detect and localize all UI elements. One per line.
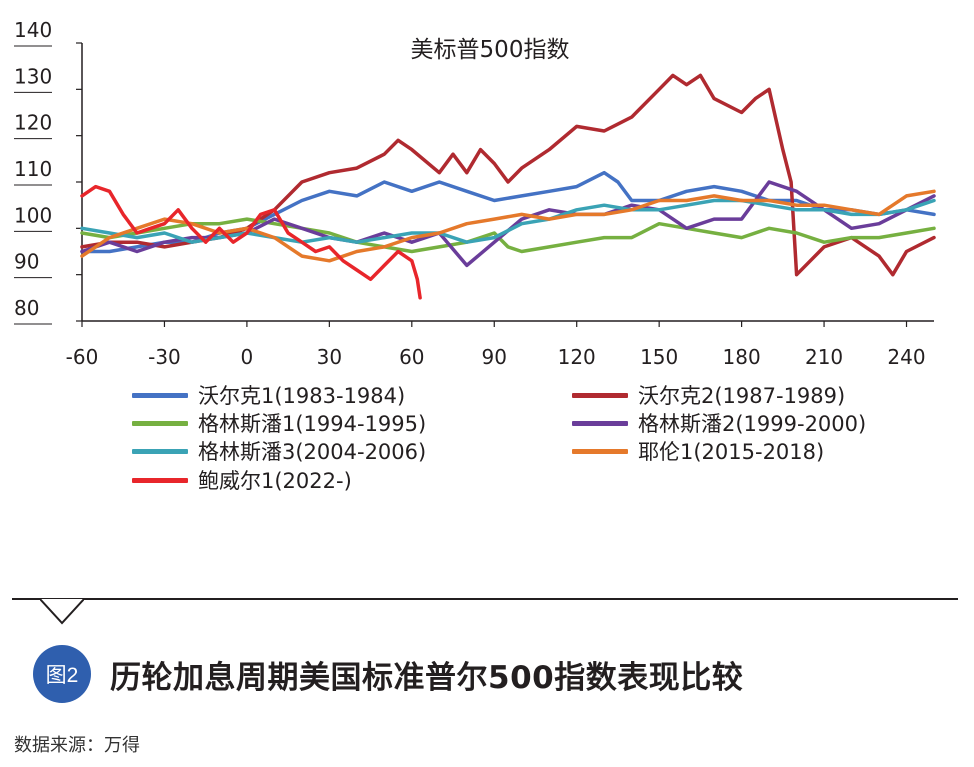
y-tick-label: 120 xyxy=(14,111,52,135)
legend-item: 沃尔克1(1983-1984) xyxy=(132,380,405,410)
series-line-6 xyxy=(80,189,936,263)
x-tick-label: 240 xyxy=(887,345,925,369)
legend-swatch xyxy=(132,448,188,454)
y-tick-label: 110 xyxy=(14,157,52,181)
x-tick-label: 60 xyxy=(399,345,424,369)
legend-item: 沃尔克2(1987-1989) xyxy=(572,380,845,410)
x-tick-label: 150 xyxy=(640,345,678,369)
axes: 80 90 100 110 120 130 140 -60 -30 0 30 60 90 120 150 18… xyxy=(14,18,934,369)
legend-label: 格林斯潘1(1994-1995) xyxy=(198,412,427,436)
y-tick-label: 80 xyxy=(14,296,39,320)
legend-label: 格林斯潘3(2004-2006) xyxy=(198,440,427,464)
series-line-7 xyxy=(80,184,422,300)
legend-item: 鲍威尔1(2022-) xyxy=(132,465,352,495)
legend-item: 耶伦1(2015-2018) xyxy=(572,436,824,466)
legend-label: 沃尔克1(1983-1984) xyxy=(198,384,406,408)
series-line-3 xyxy=(80,217,936,254)
legend-swatch xyxy=(572,392,628,398)
chart: 美标普500指数 80 90 100 110 120 130 140 -60 -30 0 30 60 9… xyxy=(14,18,936,369)
y-tick-label: 90 xyxy=(14,250,39,274)
legend-item: 格林斯潘2(1999-2000) xyxy=(572,408,866,438)
y-tick-label: 100 xyxy=(14,203,52,227)
series-line-5 xyxy=(80,198,936,244)
x-tick-label: 0 xyxy=(241,345,254,369)
legend-item: 格林斯潘3(2004-2006) xyxy=(132,436,426,466)
legend-swatch xyxy=(132,392,188,398)
divider-notch-icon xyxy=(40,598,84,625)
divider-line xyxy=(12,598,958,600)
x-tick-label: 90 xyxy=(482,345,507,369)
data-source: 数据来源：万得 xyxy=(14,735,140,756)
legend-swatch xyxy=(132,477,188,483)
x-tick-label: 180 xyxy=(723,345,761,369)
legend-item: 格林斯潘1(1994-1995) xyxy=(132,408,426,438)
series-layer xyxy=(80,73,936,300)
legend-label: 沃尔克2(1987-1989) xyxy=(638,384,846,408)
legend-swatch xyxy=(572,448,628,454)
legend-label: 格林斯潘2(1999-2000) xyxy=(638,412,867,436)
legend-swatch xyxy=(572,420,628,426)
x-tick-label: 120 xyxy=(558,345,596,369)
legend-label: 耶伦1(2015-2018) xyxy=(638,440,825,464)
y-tick-label: 130 xyxy=(14,64,52,88)
legend-swatch xyxy=(132,420,188,426)
y-tick-label: 140 xyxy=(14,18,52,42)
x-tick-label: 210 xyxy=(805,345,843,369)
figure-badge: 图2 xyxy=(33,645,91,703)
legend-label: 鲍威尔1(2022-) xyxy=(198,469,352,493)
figure-title: 历轮加息周期美国标准普尔500指数表现比较 xyxy=(110,660,744,696)
chart-title: 美标普500指数 xyxy=(411,37,570,63)
x-tick-label: -30 xyxy=(148,345,181,369)
x-tick-label: -60 xyxy=(66,345,99,369)
x-tick-label: 30 xyxy=(317,345,342,369)
